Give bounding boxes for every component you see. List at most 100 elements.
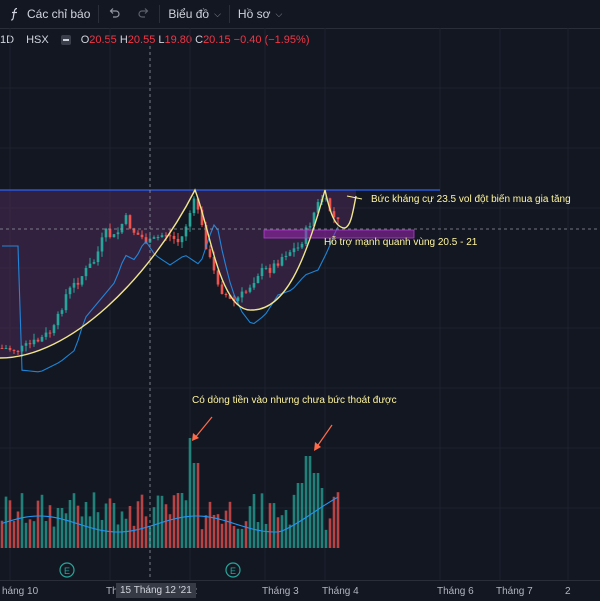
volume-bar: [192, 463, 196, 548]
candle-body: [16, 350, 20, 352]
support-zone-box[interactable]: [263, 229, 415, 239]
candle-body: [24, 343, 28, 346]
candle-body: [280, 257, 284, 266]
volume-bar: [56, 508, 60, 548]
volume-bar: [128, 506, 132, 548]
volume-bar: [124, 518, 128, 548]
candle-body: [60, 310, 64, 314]
earnings-marker[interactable]: E: [225, 562, 241, 578]
time-axis-tick: Tháng 6: [437, 586, 474, 597]
volume-bar: [336, 492, 340, 548]
ohlc-legend: 1D HSX O20.55 H20.55 L19.80 C20.15 −0.40…: [0, 32, 310, 48]
earnings-marker-label: E: [230, 566, 236, 576]
volume-bar: [204, 515, 208, 548]
volume-bar: [144, 516, 148, 548]
time-axis-tick: Th: [106, 586, 118, 597]
candle-body: [44, 332, 48, 337]
candle-body: [144, 237, 148, 243]
volume-bar: [244, 521, 248, 548]
candle-body: [112, 234, 116, 238]
volume-bar: [176, 493, 180, 548]
candle-body: [160, 235, 164, 238]
candle-body: [32, 339, 36, 345]
function-icon: [8, 7, 22, 21]
change-value: −0.40 (−1.95%): [233, 34, 310, 46]
candle-body: [200, 209, 204, 226]
candle-body: [264, 267, 268, 269]
volume-bar: [164, 504, 168, 548]
candle-body: [312, 212, 316, 227]
candle-body: [4, 348, 8, 350]
time-axis-tick: Tháng 3: [262, 586, 299, 597]
candle-body: [168, 235, 172, 237]
time-axis-tick: 2: [565, 586, 571, 597]
candle-body: [36, 339, 40, 342]
indicators-button[interactable]: Các chỉ báo: [0, 0, 98, 28]
price-chart[interactable]: E E: [0, 28, 600, 580]
candle-body: [248, 287, 252, 292]
time-axis[interactable]: háng 10 Th 22 Tháng 3 Tháng 4 Tháng 6 Th…: [0, 580, 600, 601]
earnings-marker[interactable]: E: [59, 562, 75, 578]
candle-body: [328, 198, 332, 212]
candle-body: [184, 226, 188, 237]
volume-bar: [248, 506, 252, 548]
candle-body: [140, 234, 144, 238]
volume-bar: [220, 523, 224, 548]
volume-bar: [52, 526, 56, 548]
volume-bar: [68, 500, 72, 548]
volume-bar: [28, 519, 32, 548]
volume-bar: [304, 456, 308, 548]
interval-label[interactable]: 1D: [0, 34, 15, 46]
candle-body: [12, 349, 16, 351]
volume-bar: [156, 495, 160, 548]
volume-bar: [280, 515, 284, 548]
candle-body: [136, 232, 140, 235]
volume-bar: [256, 522, 260, 548]
volume-bar: [296, 483, 300, 548]
high-value: 20.55: [127, 34, 156, 46]
candle-body: [228, 295, 232, 299]
candle-body: [332, 211, 336, 218]
volume-bar: [20, 493, 24, 548]
profile-menu-button[interactable]: Hồ sơ ⌵: [230, 0, 290, 28]
candle-body: [120, 223, 124, 233]
volume-bar: [80, 516, 84, 548]
candle-body: [256, 276, 260, 284]
redo-button[interactable]: [129, 0, 159, 28]
cup-and-handle-pattern[interactable]: [0, 188, 357, 359]
candle-body: [308, 226, 312, 228]
undo-button[interactable]: [99, 0, 129, 28]
volume-bar: [268, 503, 272, 548]
volume-arrow-right: [314, 424, 333, 451]
volume-bar: [152, 507, 156, 548]
support-annotation: Hỗ trợ mạnh quanh vùng 20.5 - 21: [324, 237, 478, 248]
candle-body: [116, 232, 120, 235]
chart-menu-button[interactable]: Biểu đồ ⌵: [160, 0, 229, 28]
volume-bar: [236, 528, 240, 548]
volume-bar: [264, 523, 268, 548]
volume-bar: [104, 503, 108, 548]
candle-body: [240, 291, 244, 298]
candle-body: [300, 243, 304, 248]
candle-body: [204, 225, 208, 250]
volume-bar: [48, 505, 52, 548]
candle-body: [108, 228, 112, 238]
volume-bar: [12, 521, 16, 548]
resistance-annotation: Bức kháng cự 23.5 vol đột biến mua gia t…: [371, 194, 571, 205]
candle-body: [132, 228, 136, 233]
candle-body: [152, 237, 156, 239]
low-value: 19.80: [164, 34, 193, 46]
candle-body: [212, 257, 216, 271]
candle-body: [176, 238, 180, 243]
redo-icon: [137, 7, 151, 21]
volume-bar: [116, 524, 120, 548]
candle-body: [224, 293, 228, 296]
candle-body: [296, 247, 300, 249]
undo-icon: [107, 7, 121, 21]
volume-bar: [188, 438, 192, 548]
volume-bar: [292, 494, 296, 548]
candle-body: [172, 235, 176, 239]
chevron-down-icon: ⌵: [214, 8, 221, 19]
collapse-legend-icon[interactable]: [60, 35, 71, 45]
candle-body: [188, 213, 192, 227]
